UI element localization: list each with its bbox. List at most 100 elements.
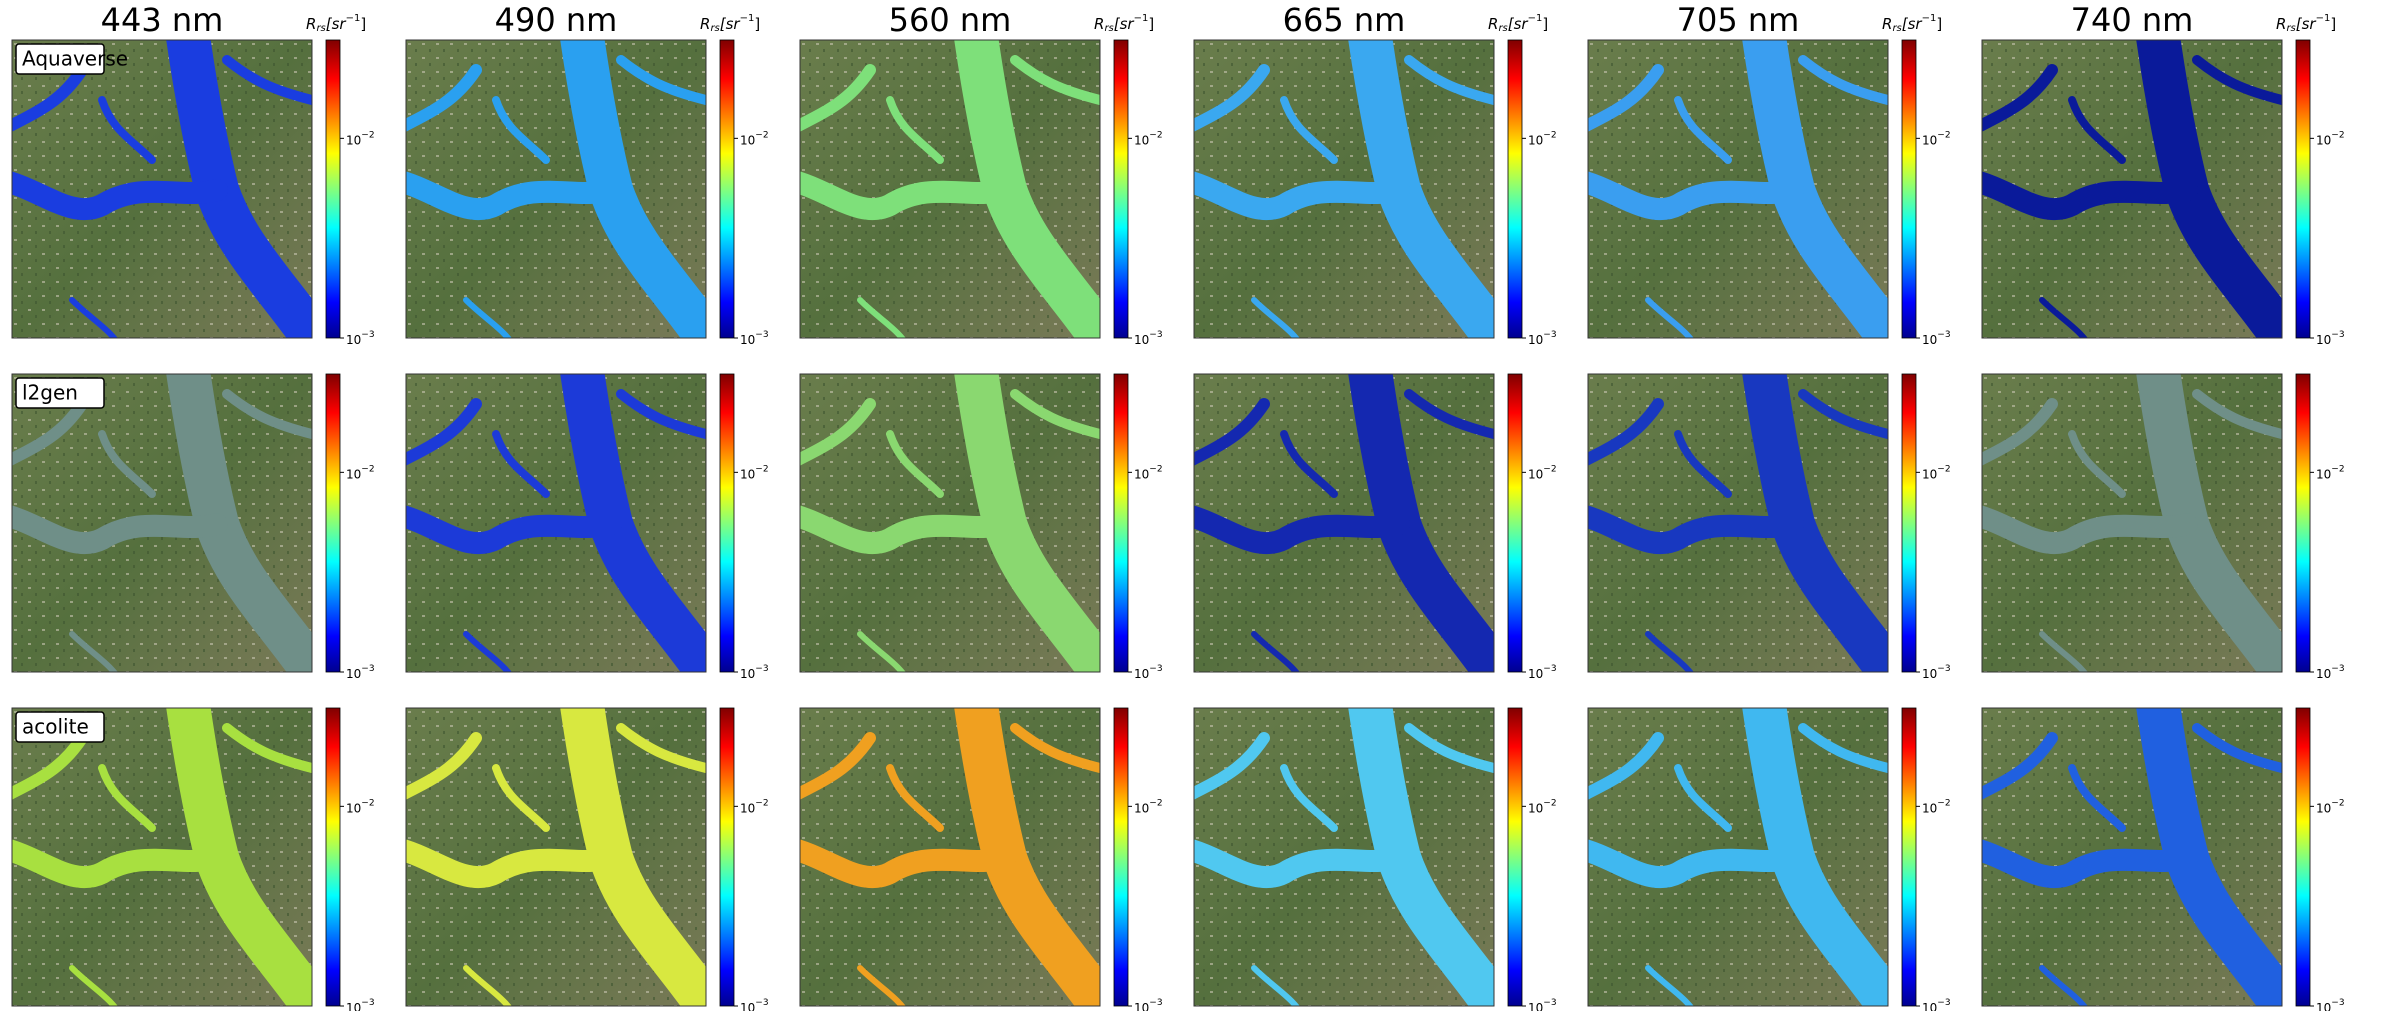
tick-exponent: −3 — [361, 664, 374, 674]
tick-exponent: −2 — [1543, 130, 1556, 140]
tick-base: 10 — [1134, 333, 1149, 347]
colorbar-tick-label: 10−3 — [1134, 664, 1163, 681]
map-panel: 10−210−3 — [1184, 30, 1557, 350]
tick-base: 10 — [1528, 1001, 1543, 1011]
label-close: ] — [1148, 15, 1154, 33]
colorbar — [1902, 40, 1916, 338]
colorbar-label: Rrs[sr−1] — [306, 13, 366, 34]
tick-base: 10 — [2316, 667, 2331, 681]
map-panel: 10−210−3 — [1578, 698, 1951, 1011]
tick-base: 10 — [740, 467, 755, 481]
row-label: Aquaverse — [22, 47, 128, 71]
colorbar-tick-label: 10−2 — [346, 130, 375, 147]
map-panel: 10−210−3 — [790, 30, 1163, 350]
column-title: 490 nm — [495, 1, 618, 39]
label-exponent: −1 — [1528, 13, 1543, 24]
tick-exponent: −3 — [755, 664, 768, 674]
label-symbol: R — [2276, 15, 2286, 33]
tick-base: 10 — [2316, 801, 2331, 815]
colorbar-tick-label: 10−2 — [1922, 464, 1951, 481]
colorbar-tick-label: 10−3 — [346, 664, 375, 681]
map — [2, 364, 322, 684]
tick-base: 10 — [1922, 1001, 1937, 1011]
label-exponent: −1 — [740, 13, 755, 24]
colorbar-tick-label: 10−2 — [2316, 130, 2345, 147]
colorbar-label: Rrs[sr−1] — [700, 13, 760, 34]
map-panel: 10−210−3 — [1578, 30, 1951, 350]
colorbar — [1902, 708, 1916, 1006]
map — [1972, 30, 2292, 350]
colorbar — [2296, 708, 2310, 1006]
tick-base: 10 — [2316, 1001, 2331, 1011]
colorbar-tick-label: 10−2 — [740, 464, 769, 481]
colorbar-tick-label: 10−2 — [1134, 798, 1163, 815]
column-title: 705 nm — [1677, 1, 1800, 39]
label-unit: [sr — [1902, 15, 1923, 33]
map — [396, 698, 716, 1011]
map — [1184, 698, 1504, 1011]
label-symbol: R — [1882, 15, 1892, 33]
colorbar — [1508, 708, 1522, 1006]
map-panel: 10−2 10−3 — [1972, 30, 2345, 350]
colorbar-tick-label: 10−3 — [346, 998, 375, 1011]
tick-exponent: −2 — [1937, 798, 1950, 808]
label-exponent: −1 — [346, 13, 361, 24]
label-exponent: −1 — [1134, 13, 1149, 24]
tick-exponent: −3 — [1937, 998, 1950, 1008]
label-close: ] — [2330, 15, 2336, 33]
tick-base: 10 — [346, 801, 361, 815]
label-unit: [sr — [1508, 15, 1529, 33]
label-unit: [sr — [2296, 15, 2317, 33]
tick-exponent: −2 — [1937, 464, 1950, 474]
tick-exponent: −2 — [1937, 130, 1950, 140]
tick-base: 10 — [1528, 133, 1543, 147]
colorbar-tick-label: 10−3 — [1134, 998, 1163, 1011]
map — [1184, 364, 1504, 684]
colorbar-tick-label: 10−3 — [1134, 330, 1163, 347]
tick-exponent: −3 — [2331, 330, 2344, 340]
colorbar-label: Rrs[sr−1] — [1488, 13, 1548, 34]
colorbar — [720, 40, 734, 338]
tick-base: 10 — [1134, 1001, 1149, 1011]
tick-exponent: −3 — [1149, 998, 1162, 1008]
colorbar-tick-label: 10−3 — [740, 664, 769, 681]
colorbar-tick-label: 10−3 — [740, 330, 769, 347]
map — [1184, 30, 1504, 350]
label-exponent: −1 — [1922, 13, 1937, 24]
tick-exponent: −2 — [361, 798, 374, 808]
tick-exponent: −2 — [361, 130, 374, 140]
row-label: l2gen — [22, 381, 78, 405]
figure: 443 nmAquaverse10−210−3Rrs[sr−1]l2gen10−… — [0, 0, 2395, 1011]
column-title: 740 nm — [2071, 1, 2194, 39]
map — [1578, 30, 1898, 350]
label-close: ] — [1936, 15, 1942, 33]
colorbar — [326, 374, 340, 672]
label-unit: [sr — [326, 15, 347, 33]
tick-base: 10 — [346, 333, 361, 347]
label-symbol: R — [700, 15, 710, 33]
label-subscript: rs — [2286, 23, 2295, 34]
tick-exponent: −2 — [755, 130, 768, 140]
label-unit: [sr — [1114, 15, 1135, 33]
column-title: 443 nm — [101, 1, 224, 39]
tick-base: 10 — [1922, 467, 1937, 481]
map-panel: 10−210−3 — [396, 698, 769, 1011]
row-label: acolite — [22, 715, 89, 739]
tick-base: 10 — [1134, 133, 1149, 147]
colorbar-tick-label: 10−3 — [1922, 330, 1951, 347]
tick-exponent: −3 — [755, 330, 768, 340]
map — [396, 30, 716, 350]
label-symbol: R — [1488, 15, 1498, 33]
tick-base: 10 — [2316, 333, 2331, 347]
map-panel: 10−210−3 — [1972, 698, 2345, 1011]
map — [396, 364, 716, 684]
tick-exponent: −3 — [755, 998, 768, 1008]
colorbar-tick-label: 10−2 — [2316, 464, 2345, 481]
colorbar-tick-label: 10−2 — [740, 130, 769, 147]
colorbar-tick-label: 10−2 — [2316, 798, 2345, 815]
map-panel: 10−2 10−3 — [396, 30, 769, 350]
map — [1972, 364, 2292, 684]
colorbar-tick-label: 10−2 — [1134, 464, 1163, 481]
colorbar — [1902, 374, 1916, 672]
tick-base: 10 — [346, 133, 361, 147]
